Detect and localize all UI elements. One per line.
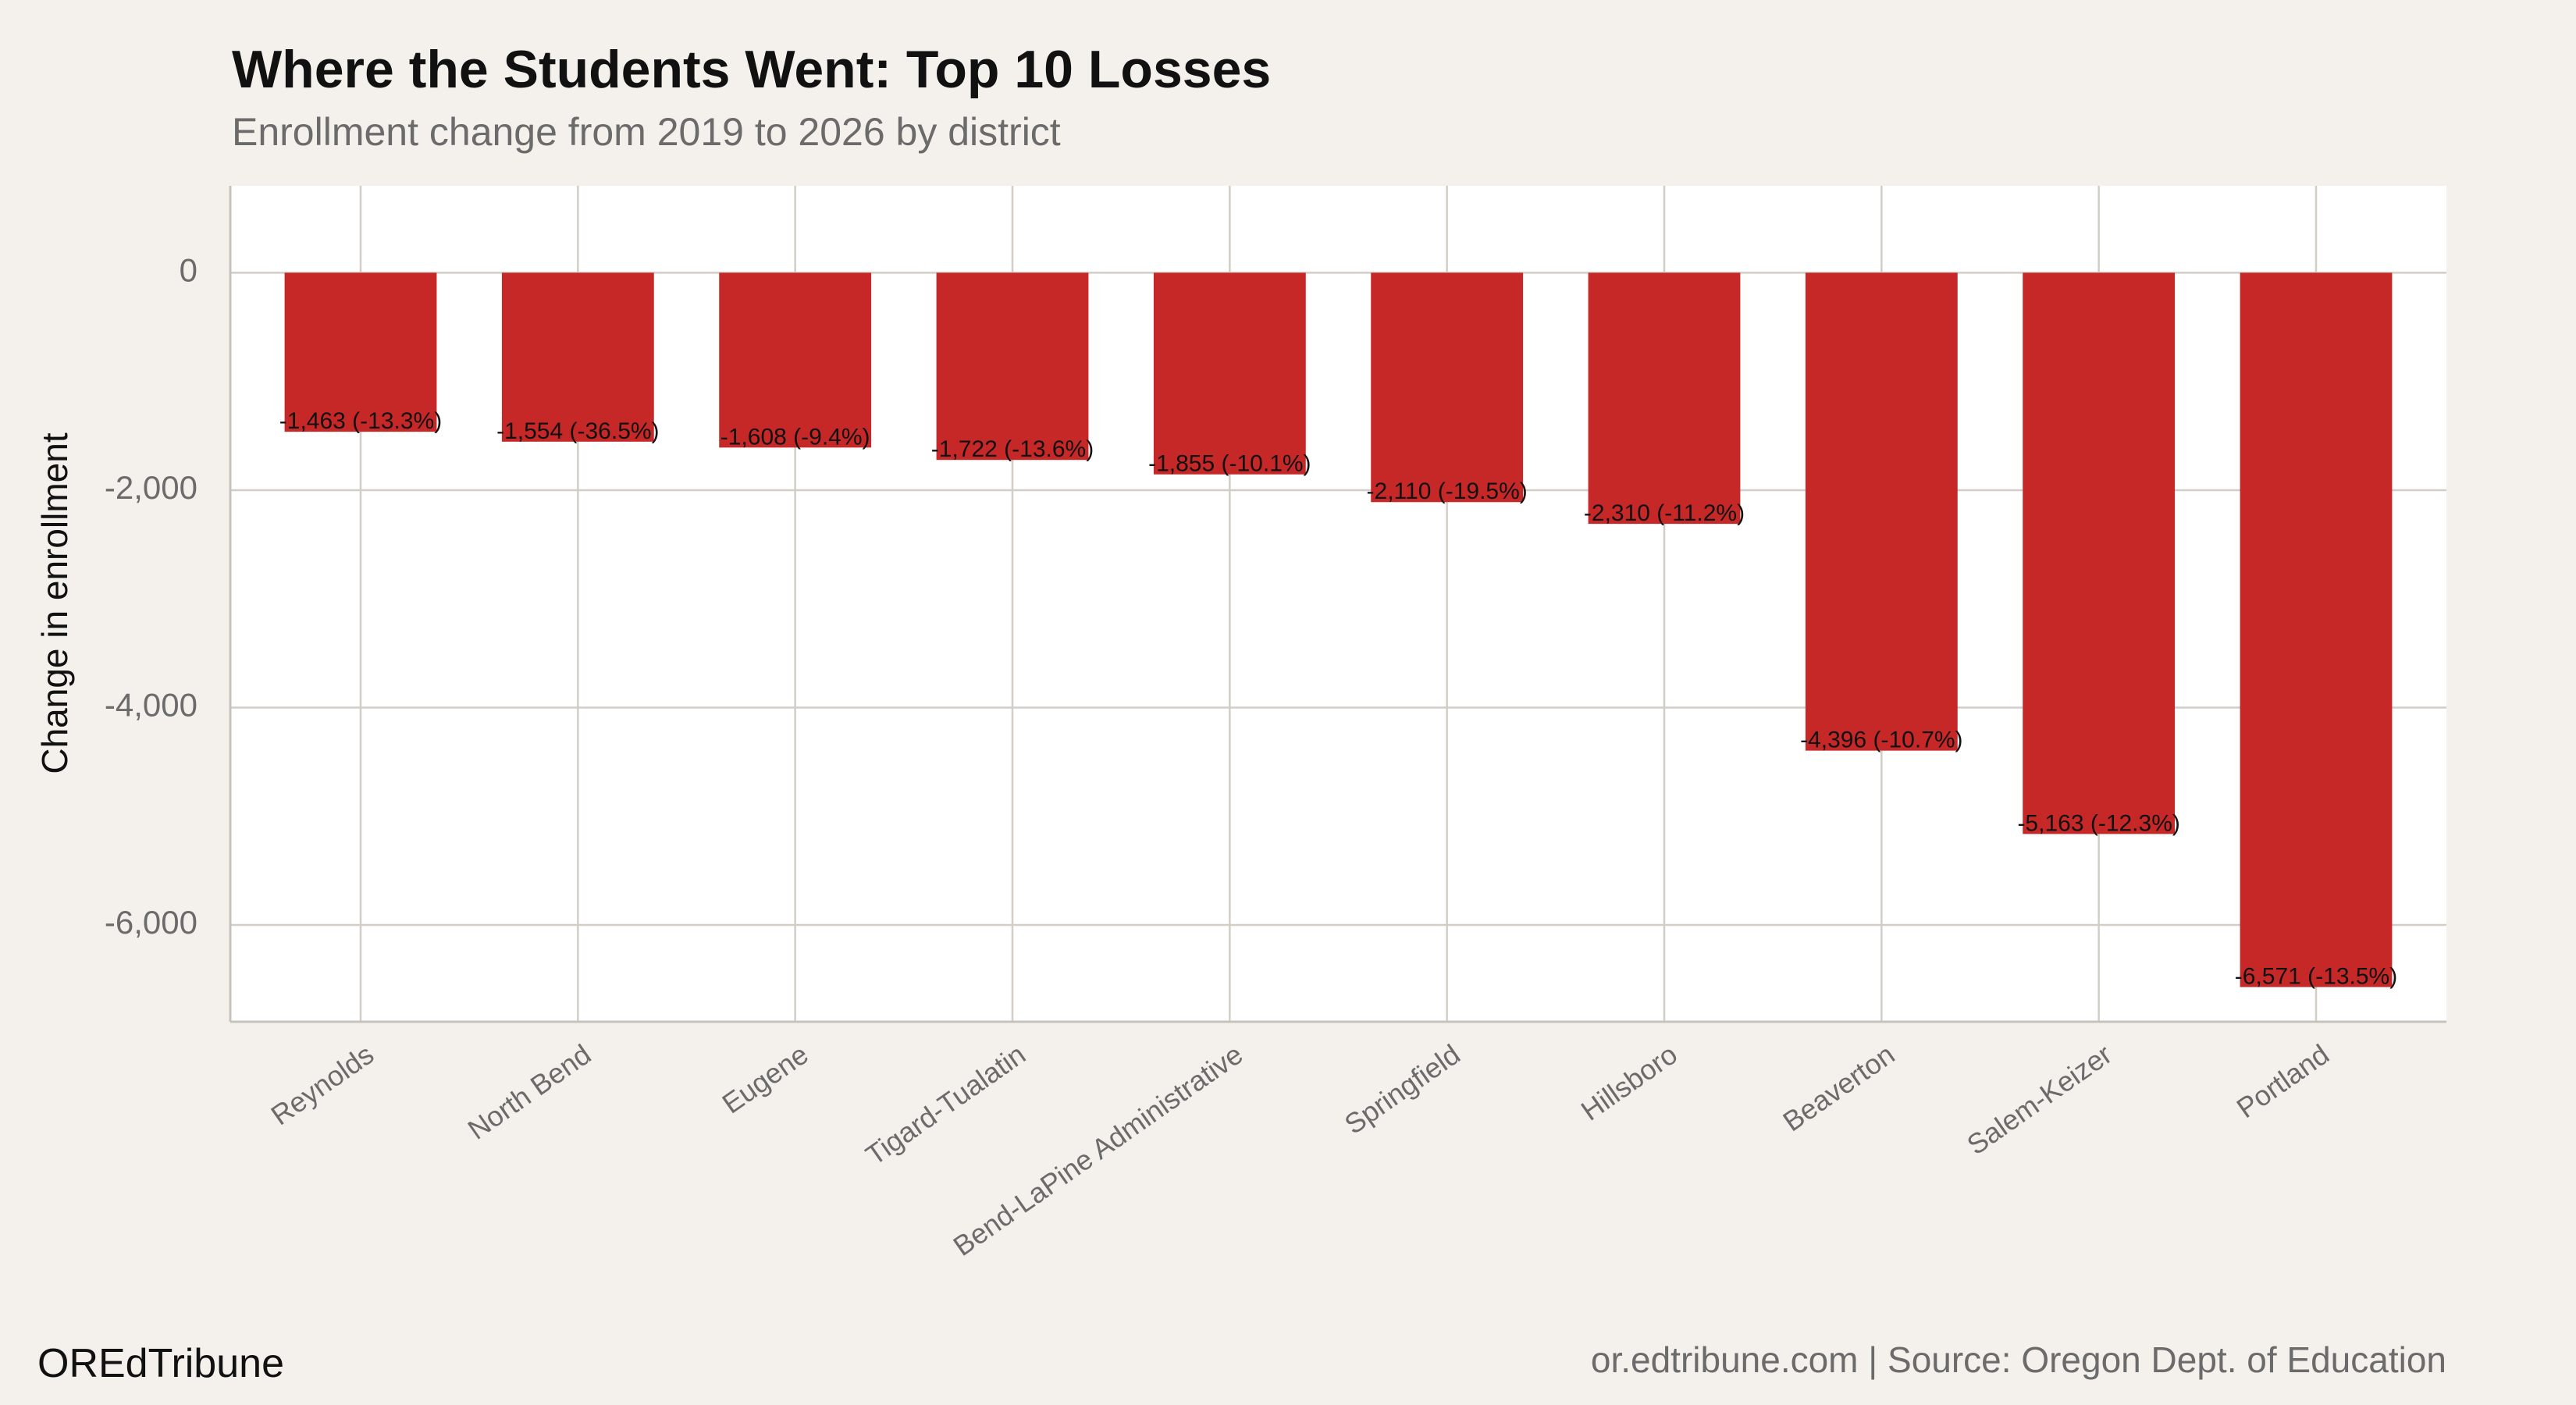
y-tick-label: 0 bbox=[180, 252, 197, 289]
y-tick-label: -6,000 bbox=[105, 904, 197, 941]
data-label: -1,608 (-9.4%) bbox=[720, 424, 870, 450]
data-label: -1,463 (-13.3%) bbox=[279, 408, 442, 434]
data-label: -6,571 (-13.5%) bbox=[2235, 963, 2397, 989]
bar bbox=[1153, 272, 1306, 475]
bar bbox=[1588, 272, 1741, 525]
bar bbox=[1805, 272, 1958, 751]
bar bbox=[719, 272, 872, 448]
y-axis-label: Change in enrollment bbox=[34, 432, 75, 774]
bar bbox=[501, 272, 654, 442]
bar bbox=[2240, 272, 2393, 987]
bar bbox=[1371, 272, 1524, 503]
data-label: -4,396 (-10.7%) bbox=[1800, 727, 1962, 753]
source-note: or.edtribune.com | Source: Oregon Dept. … bbox=[1591, 1339, 2446, 1380]
bar bbox=[2023, 272, 2176, 834]
data-label: -2,110 (-19.5%) bbox=[1367, 478, 1528, 504]
chart-title: Where the Students Went: Top 10 Losses bbox=[232, 40, 1271, 99]
brand: OREdTribune bbox=[37, 1341, 284, 1386]
data-label: -2,310 (-11.2%) bbox=[1584, 500, 1745, 526]
y-tick-label: -2,000 bbox=[105, 469, 197, 506]
bar bbox=[936, 272, 1089, 461]
data-label: -5,163 (-12.3%) bbox=[2017, 810, 2179, 836]
data-label: -1,554 (-36.5%) bbox=[496, 418, 659, 444]
y-tick-label: -4,000 bbox=[105, 687, 197, 724]
chart-subtitle: Enrollment change from 2019 to 2026 by d… bbox=[232, 110, 1061, 154]
data-label: -1,855 (-10.1%) bbox=[1148, 451, 1311, 477]
bar bbox=[284, 272, 437, 432]
data-label: -1,722 (-13.6%) bbox=[931, 436, 1094, 462]
